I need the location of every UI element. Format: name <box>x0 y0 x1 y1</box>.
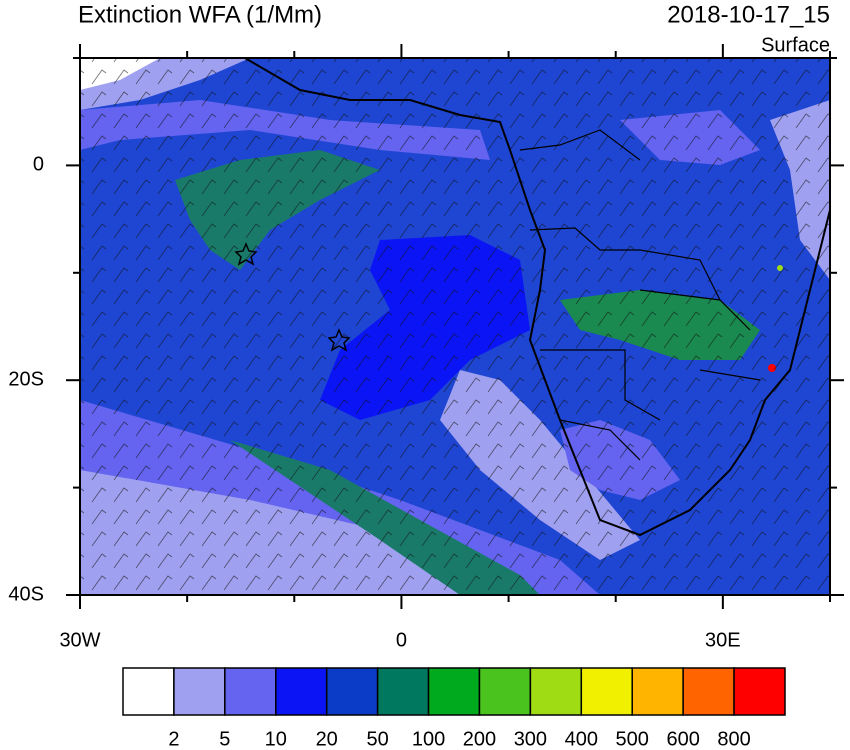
colorbar-label: 2 <box>168 728 179 750</box>
colorbar-label: 100 <box>412 728 445 750</box>
station-marker <box>234 242 258 266</box>
colorbar-label: 200 <box>463 728 496 750</box>
colorbar-box <box>631 667 684 716</box>
y-tick-label: 40S <box>8 583 44 605</box>
colorbar-label: 20 <box>316 728 338 750</box>
colorbar-label: 10 <box>265 728 287 750</box>
colorbar-label: 50 <box>366 728 388 750</box>
x-tick-label: 30E <box>705 629 741 651</box>
colorbar-label: 600 <box>666 728 699 750</box>
colorbar-box <box>427 667 481 716</box>
colorbar-label: 300 <box>514 728 547 750</box>
colorbar-label: 400 <box>565 728 598 750</box>
colorbar-label: 500 <box>616 728 649 750</box>
colorbar-box <box>478 667 532 716</box>
colorbar-box <box>325 667 379 716</box>
colorbar-box <box>529 667 583 716</box>
colorbar-box <box>122 667 175 716</box>
colorbar-box <box>733 667 786 716</box>
map-field <box>80 58 830 595</box>
x-tick-label: 0 <box>396 629 407 651</box>
wind-barbs <box>80 58 830 595</box>
level-label: Surface <box>761 34 830 56</box>
colorbar-label: 5 <box>219 728 230 750</box>
colorbar-box <box>224 667 277 716</box>
title: Extinction WFA (1/Mm) <box>78 1 322 28</box>
map-frame <box>79 57 831 596</box>
colorbar-box <box>275 667 328 716</box>
station-marker <box>327 328 351 352</box>
colorbar-box <box>580 667 633 716</box>
y-tick-label: 0 <box>33 154 44 176</box>
colorbar-box <box>682 667 735 716</box>
y-tick-label: 20S <box>8 368 44 390</box>
borders <box>519 129 761 461</box>
colorbar-box <box>173 667 226 716</box>
x-tick-label: 30W <box>59 629 100 651</box>
time-label: 2018-10-17_15 <box>667 1 830 28</box>
colorbar-label: 800 <box>717 728 750 750</box>
colorbar-box <box>376 667 430 716</box>
